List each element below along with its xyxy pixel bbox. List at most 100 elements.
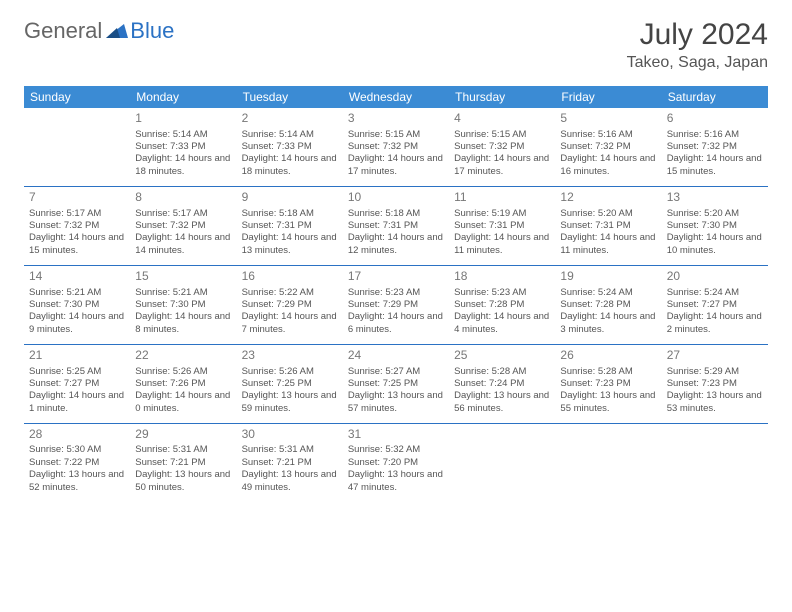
calendar-cell: 24Sunrise: 5:27 AMSunset: 7:25 PMDayligh… xyxy=(343,344,449,423)
sunrise-text: Sunrise: 5:16 AM xyxy=(667,129,763,141)
daylight-text: Daylight: 13 hours and 47 minutes. xyxy=(348,469,444,494)
calendar-cell: 16Sunrise: 5:22 AMSunset: 7:29 PMDayligh… xyxy=(237,265,343,344)
calendar-week-row: 1Sunrise: 5:14 AMSunset: 7:33 PMDaylight… xyxy=(24,108,768,186)
calendar-cell: 9Sunrise: 5:18 AMSunset: 7:31 PMDaylight… xyxy=(237,186,343,265)
sunset-text: Sunset: 7:21 PM xyxy=(135,457,231,469)
calendar-cell xyxy=(24,108,130,186)
day-number: 18 xyxy=(454,269,550,285)
sunrise-text: Sunrise: 5:15 AM xyxy=(348,129,444,141)
daylight-text: Daylight: 14 hours and 17 minutes. xyxy=(454,153,550,178)
daylight-text: Daylight: 14 hours and 11 minutes. xyxy=(454,232,550,257)
day-header: Tuesday xyxy=(237,86,343,108)
sunset-text: Sunset: 7:30 PM xyxy=(667,220,763,232)
daylight-text: Daylight: 13 hours and 49 minutes. xyxy=(242,469,338,494)
sunset-text: Sunset: 7:32 PM xyxy=(135,220,231,232)
calendar-cell: 29Sunrise: 5:31 AMSunset: 7:21 PMDayligh… xyxy=(130,423,236,501)
sunset-text: Sunset: 7:21 PM xyxy=(242,457,338,469)
day-number: 4 xyxy=(454,111,550,127)
sunrise-text: Sunrise: 5:23 AM xyxy=(454,287,550,299)
sunset-text: Sunset: 7:20 PM xyxy=(348,457,444,469)
daylight-text: Daylight: 13 hours and 56 minutes. xyxy=(454,390,550,415)
sunset-text: Sunset: 7:30 PM xyxy=(135,299,231,311)
sunrise-text: Sunrise: 5:23 AM xyxy=(348,287,444,299)
sunset-text: Sunset: 7:28 PM xyxy=(454,299,550,311)
daylight-text: Daylight: 13 hours and 52 minutes. xyxy=(29,469,125,494)
sunset-text: Sunset: 7:31 PM xyxy=(560,220,656,232)
day-number: 11 xyxy=(454,190,550,206)
daylight-text: Daylight: 13 hours and 53 minutes. xyxy=(667,390,763,415)
sunrise-text: Sunrise: 5:31 AM xyxy=(242,444,338,456)
day-number: 8 xyxy=(135,190,231,206)
daylight-text: Daylight: 14 hours and 2 minutes. xyxy=(667,311,763,336)
sunrise-text: Sunrise: 5:28 AM xyxy=(454,366,550,378)
sunrise-text: Sunrise: 5:31 AM xyxy=(135,444,231,456)
sunset-text: Sunset: 7:25 PM xyxy=(348,378,444,390)
sunset-text: Sunset: 7:32 PM xyxy=(348,141,444,153)
sunrise-text: Sunrise: 5:15 AM xyxy=(454,129,550,141)
sunset-text: Sunset: 7:32 PM xyxy=(454,141,550,153)
sunrise-text: Sunrise: 5:17 AM xyxy=(29,208,125,220)
calendar-cell xyxy=(449,423,555,501)
sunset-text: Sunset: 7:31 PM xyxy=(242,220,338,232)
calendar-cell: 1Sunrise: 5:14 AMSunset: 7:33 PMDaylight… xyxy=(130,108,236,186)
day-number: 17 xyxy=(348,269,444,285)
calendar-cell: 30Sunrise: 5:31 AMSunset: 7:21 PMDayligh… xyxy=(237,423,343,501)
day-number: 3 xyxy=(348,111,444,127)
sunset-text: Sunset: 7:28 PM xyxy=(560,299,656,311)
sunset-text: Sunset: 7:30 PM xyxy=(29,299,125,311)
calendar-cell: 2Sunrise: 5:14 AMSunset: 7:33 PMDaylight… xyxy=(237,108,343,186)
sunrise-text: Sunrise: 5:24 AM xyxy=(667,287,763,299)
daylight-text: Daylight: 14 hours and 11 minutes. xyxy=(560,232,656,257)
sunrise-text: Sunrise: 5:29 AM xyxy=(667,366,763,378)
sunset-text: Sunset: 7:23 PM xyxy=(667,378,763,390)
calendar-week-row: 28Sunrise: 5:30 AMSunset: 7:22 PMDayligh… xyxy=(24,423,768,501)
calendar-cell xyxy=(662,423,768,501)
day-number: 10 xyxy=(348,190,444,206)
daylight-text: Daylight: 14 hours and 4 minutes. xyxy=(454,311,550,336)
daylight-text: Daylight: 13 hours and 55 minutes. xyxy=(560,390,656,415)
sunrise-text: Sunrise: 5:24 AM xyxy=(560,287,656,299)
sunset-text: Sunset: 7:32 PM xyxy=(560,141,656,153)
sunset-text: Sunset: 7:31 PM xyxy=(454,220,550,232)
daylight-text: Daylight: 14 hours and 18 minutes. xyxy=(135,153,231,178)
sunrise-text: Sunrise: 5:21 AM xyxy=(135,287,231,299)
calendar-cell: 3Sunrise: 5:15 AMSunset: 7:32 PMDaylight… xyxy=(343,108,449,186)
sunset-text: Sunset: 7:33 PM xyxy=(242,141,338,153)
location-label: Takeo, Saga, Japan xyxy=(627,54,768,72)
daylight-text: Daylight: 14 hours and 15 minutes. xyxy=(29,232,125,257)
month-title: July 2024 xyxy=(627,18,768,52)
daylight-text: Daylight: 14 hours and 9 minutes. xyxy=(29,311,125,336)
sunrise-text: Sunrise: 5:14 AM xyxy=(135,129,231,141)
calendar-cell: 8Sunrise: 5:17 AMSunset: 7:32 PMDaylight… xyxy=(130,186,236,265)
day-number: 12 xyxy=(560,190,656,206)
title-block: July 2024 Takeo, Saga, Japan xyxy=(627,18,768,72)
day-number: 22 xyxy=(135,348,231,364)
calendar-cell: 5Sunrise: 5:16 AMSunset: 7:32 PMDaylight… xyxy=(555,108,661,186)
daylight-text: Daylight: 13 hours and 50 minutes. xyxy=(135,469,231,494)
sunset-text: Sunset: 7:32 PM xyxy=(29,220,125,232)
sunset-text: Sunset: 7:32 PM xyxy=(667,141,763,153)
calendar-cell: 10Sunrise: 5:18 AMSunset: 7:31 PMDayligh… xyxy=(343,186,449,265)
day-number: 6 xyxy=(667,111,763,127)
calendar-cell: 22Sunrise: 5:26 AMSunset: 7:26 PMDayligh… xyxy=(130,344,236,423)
daylight-text: Daylight: 14 hours and 8 minutes. xyxy=(135,311,231,336)
day-header: Friday xyxy=(555,86,661,108)
brand-part2: Blue xyxy=(130,18,174,44)
day-header-row: Sunday Monday Tuesday Wednesday Thursday… xyxy=(24,86,768,108)
calendar-cell: 20Sunrise: 5:24 AMSunset: 7:27 PMDayligh… xyxy=(662,265,768,344)
daylight-text: Daylight: 14 hours and 14 minutes. xyxy=(135,232,231,257)
calendar-cell: 12Sunrise: 5:20 AMSunset: 7:31 PMDayligh… xyxy=(555,186,661,265)
sunrise-text: Sunrise: 5:14 AM xyxy=(242,129,338,141)
sunset-text: Sunset: 7:23 PM xyxy=(560,378,656,390)
day-number: 5 xyxy=(560,111,656,127)
calendar-week-row: 14Sunrise: 5:21 AMSunset: 7:30 PMDayligh… xyxy=(24,265,768,344)
day-number: 16 xyxy=(242,269,338,285)
sunrise-text: Sunrise: 5:22 AM xyxy=(242,287,338,299)
sunset-text: Sunset: 7:27 PM xyxy=(29,378,125,390)
day-number: 14 xyxy=(29,269,125,285)
day-number: 25 xyxy=(454,348,550,364)
brand-logo: General Blue xyxy=(24,18,174,44)
daylight-text: Daylight: 14 hours and 16 minutes. xyxy=(560,153,656,178)
day-header: Wednesday xyxy=(343,86,449,108)
day-number: 9 xyxy=(242,190,338,206)
